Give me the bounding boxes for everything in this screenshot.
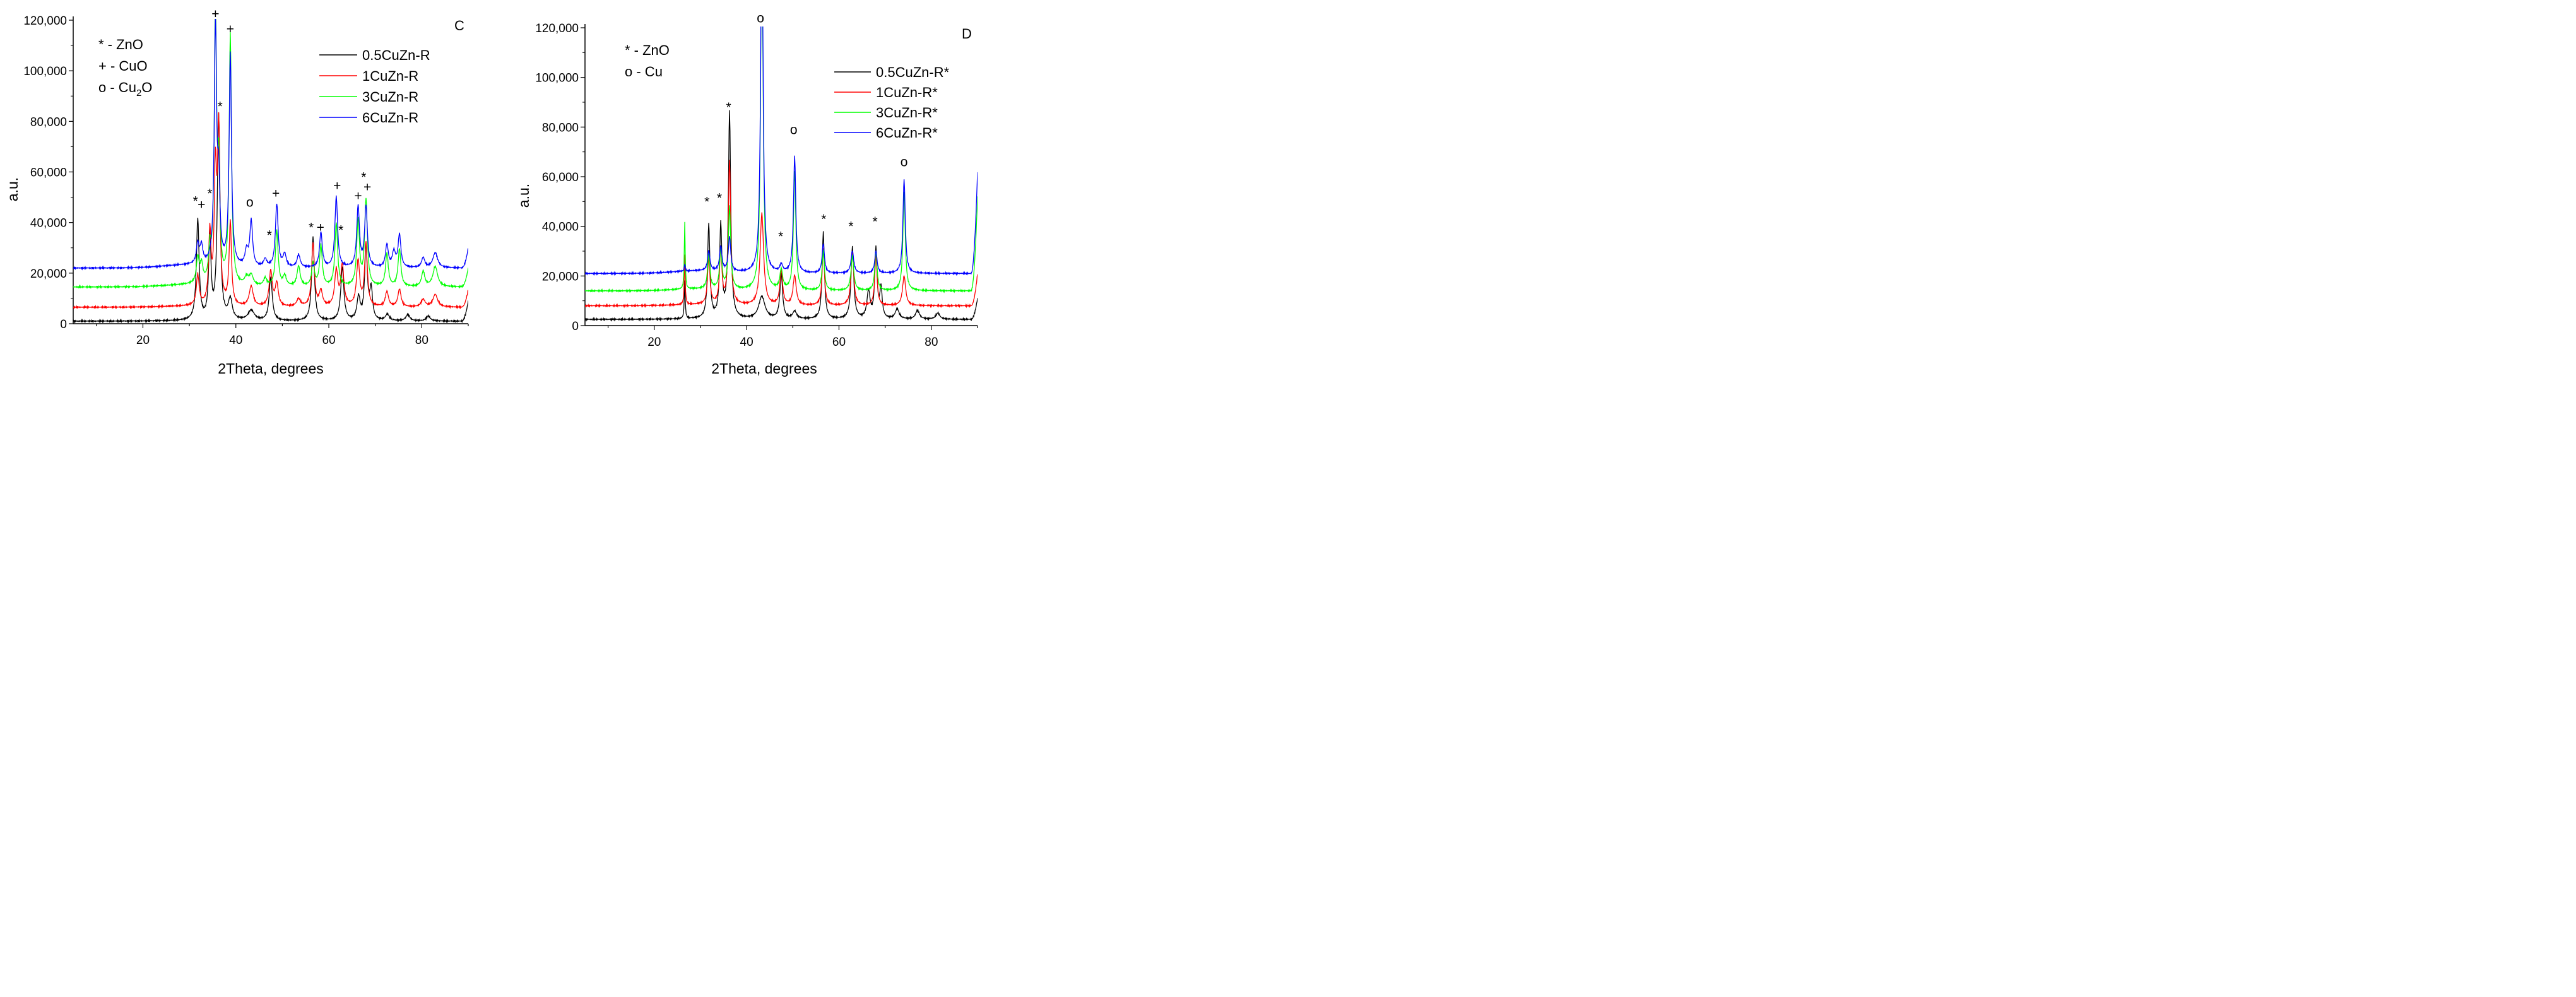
- y-tick-label: 20,000: [30, 268, 67, 281]
- y-tick-label: 60,000: [30, 167, 67, 180]
- plot-area-panel-c: * +*+*+o+** + *++*+: [73, 7, 468, 324]
- x-tick-label: 60: [832, 336, 846, 349]
- phase-key-c: * - ZnO + - CuO o - Cu2O: [98, 37, 152, 98]
- peak-annotation: *: [309, 221, 314, 235]
- y-tick-label: 20,000: [542, 270, 579, 283]
- series-line-0.5CuZn-R*: [585, 110, 978, 322]
- x-tick-label: 60: [322, 334, 335, 347]
- peak-annotation: *: [778, 229, 783, 244]
- phase-key-entry: * - ZnO: [98, 37, 143, 52]
- peak-annotation: *: [267, 228, 272, 243]
- peak-annotation: *: [704, 194, 709, 209]
- legend-label: 0.5CuZn-R: [362, 47, 430, 63]
- series-line-1CuZn-R: [73, 112, 468, 310]
- phase-key-entry: o - Cu: [625, 64, 663, 80]
- peak-annotation: *: [848, 220, 853, 234]
- peak-annotation: o: [901, 155, 908, 169]
- peak-annotation: *: [218, 99, 223, 114]
- series-line-3CuZn-R*: [585, 27, 978, 293]
- legend-c: 0.5CuZn-R 1CuZn-R 3CuZn-R 6CuZn-R: [319, 47, 430, 126]
- x-tick-label: 80: [925, 336, 938, 349]
- axes-panel-c: 20 40 60 80 0 20,000 40,000 60,000 80,000 100,000…: [23, 15, 469, 347]
- legend-label: 1CuZn-R: [362, 68, 418, 84]
- peak-annotation: *: [193, 194, 198, 209]
- y-tick-label: 60,000: [542, 171, 579, 184]
- y-tick-label: 0: [60, 318, 67, 331]
- peak-annotation: +: [363, 180, 371, 195]
- y-tick-label: 0: [572, 320, 579, 333]
- peak-annotation: o: [246, 196, 254, 210]
- peak-annotation: +: [227, 22, 234, 37]
- phase-key-d: * - ZnO o - Cu: [625, 42, 670, 80]
- peak-annotation: *: [821, 212, 826, 227]
- x-axis-title-c: 2Theta, degrees: [218, 360, 324, 377]
- legend-label: 0.5CuZn-R*: [876, 64, 950, 80]
- legend-label: 6CuZn-R*: [876, 125, 938, 141]
- panel-label-c: C: [454, 18, 464, 33]
- chart-panel-c: 20 40 60 80 0 20,000 40,000 60,000 80,000 100,000…: [4, 7, 469, 377]
- peak-annotation: *: [872, 215, 877, 229]
- x-tick-label: 40: [740, 336, 753, 349]
- y-axis-title-d: a.u.: [516, 184, 532, 208]
- peak-annotation: *: [726, 100, 731, 115]
- legend-d: 0.5CuZn-R* 1CuZn-R* 3CuZn-R* 6CuZn-R*: [834, 64, 950, 141]
- legend-label: 3CuZn-R: [362, 89, 418, 105]
- y-tick-label: 80,000: [30, 115, 67, 129]
- x-axis-title-d: 2Theta, degrees: [711, 360, 817, 377]
- x-tick-label: 80: [415, 334, 428, 347]
- phase-key-entry: * - ZnO: [625, 42, 670, 58]
- peak-annotation: +: [211, 7, 219, 21]
- legend-label: 6CuZn-R: [362, 110, 418, 126]
- series-line-6CuZn-R*: [585, 27, 978, 276]
- y-tick-label: 100,000: [23, 65, 67, 78]
- panel-label-d: D: [962, 26, 972, 42]
- peak-annotation: *: [338, 223, 343, 238]
- legend-label: 3CuZn-R*: [876, 105, 938, 121]
- peak-annotation: +: [333, 179, 341, 194]
- peak-annotation: +: [317, 221, 324, 235]
- series-line-0.5CuZn-R: [73, 112, 468, 324]
- series-line-3CuZn-R: [73, 19, 468, 290]
- legend-label: 1CuZn-R*: [876, 85, 938, 100]
- x-tick-label: 20: [136, 334, 150, 347]
- peak-annotation: +: [354, 189, 362, 204]
- phase-key-entry: + - CuO: [98, 58, 148, 74]
- peak-annotation: o: [790, 122, 798, 137]
- peak-annotation: +: [272, 187, 280, 201]
- x-tick-label: 20: [647, 336, 661, 349]
- y-tick-label: 40,000: [542, 221, 579, 234]
- axes-panel-d: 20 40 60 80 0 20,000 40,000 60,000 80,000 100,000…: [535, 22, 978, 349]
- y-axis-title-c: a.u.: [4, 177, 21, 201]
- y-tick-label: 40,000: [30, 217, 67, 230]
- peak-annotation: o: [757, 11, 764, 25]
- y-tick-label: 100,000: [535, 72, 579, 85]
- peak-annotation: *: [207, 187, 212, 201]
- x-tick-label: 40: [229, 334, 242, 347]
- plot-area-panel-d: * * * o * o * * * o: [585, 11, 978, 322]
- phase-key-entry: o - Cu2O: [98, 80, 152, 98]
- chart-panel-d: 20 40 60 80 0 20,000 40,000 60,000 80,000 100,000…: [516, 11, 978, 377]
- y-tick-label: 80,000: [542, 121, 579, 134]
- peak-annotation: +: [198, 198, 205, 213]
- xrd-figure: 20 40 60 80 0 20,000 40,000 60,000 80,000 100,000…: [4, 7, 978, 377]
- series-line-6CuZn-R: [73, 19, 468, 271]
- peak-annotation: *: [717, 191, 722, 205]
- peak-annotation: *: [361, 170, 366, 185]
- y-tick-label: 120,000: [23, 15, 67, 28]
- y-tick-label: 120,000: [535, 22, 579, 35]
